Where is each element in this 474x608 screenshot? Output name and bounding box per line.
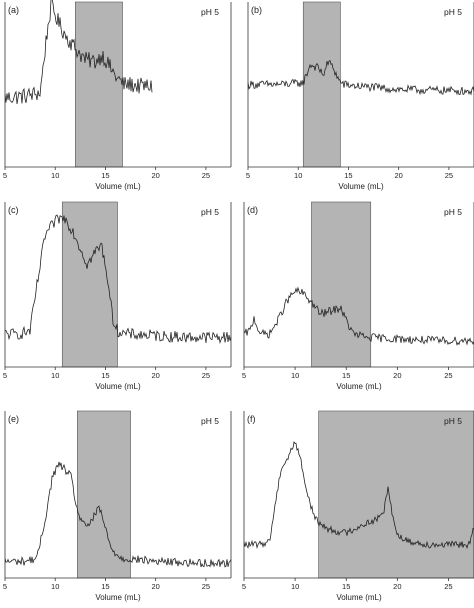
- x-tick-label: 25: [202, 171, 210, 180]
- panel-label: (b): [251, 5, 262, 15]
- ph-annotation: pH 5: [201, 207, 219, 217]
- x-tick-label: 15: [342, 582, 350, 591]
- x-tick-label: 25: [445, 171, 453, 180]
- x-tick-label: 5: [3, 171, 7, 180]
- x-axis-label: Volume (mL): [336, 382, 382, 391]
- panel-label: (e): [8, 414, 19, 424]
- chart-panel-3: 5 10 15 20 25 Volume (mL) (c) pH 5: [3, 201, 232, 391]
- shaded-region: [318, 410, 474, 579]
- x-tick-label: 20: [151, 171, 159, 180]
- panel-label: (a): [8, 5, 19, 15]
- chart-panel-6: 5 10 15 20 25 Volume (mL) (f) pH 5: [242, 410, 474, 602]
- x-tick-label: 20: [151, 582, 159, 591]
- panel-label: (f): [247, 414, 256, 424]
- x-axis-label: Volume (mL): [95, 593, 141, 602]
- x-tick-label: 20: [151, 371, 159, 380]
- x-tick-label: 25: [202, 582, 210, 591]
- series-line: [247, 59, 474, 96]
- x-tick-label: 10: [291, 371, 299, 380]
- shaded-region: [77, 410, 131, 579]
- x-tick-label: 5: [242, 582, 246, 591]
- x-tick-label: 10: [51, 171, 59, 180]
- shaded-region: [311, 201, 372, 368]
- ph-annotation: pH 5: [201, 7, 219, 17]
- series-line: [4, 0, 153, 105]
- x-axis-label: Volume (mL): [338, 182, 384, 191]
- x-tick-label: 25: [444, 582, 452, 591]
- x-tick-label: 5: [242, 371, 246, 380]
- x-tick-label: 10: [291, 582, 299, 591]
- chart-panel-2: 5 10 15 20 25 Volume (mL) (b) pH 5: [246, 1, 474, 191]
- x-tick-label: 20: [394, 171, 402, 180]
- x-tick-label: 10: [51, 582, 59, 591]
- x-axis-label: Volume (mL): [336, 593, 382, 602]
- x-tick-label: 15: [101, 171, 109, 180]
- series-line: [243, 441, 474, 550]
- x-tick-label: 15: [101, 371, 109, 380]
- x-axis-label: Volume (mL): [95, 382, 141, 391]
- x-tick-label: 5: [3, 371, 7, 380]
- x-tick-label: 25: [202, 371, 210, 380]
- x-tick-label: 5: [246, 171, 250, 180]
- shaded-region: [302, 1, 341, 168]
- x-tick-label: 20: [393, 582, 401, 591]
- panel-label: (c): [8, 205, 19, 215]
- chart-panel-5: 5 10 15 20 25 Volume (mL) (e) pH 5: [3, 410, 232, 602]
- shaded-region: [61, 201, 118, 368]
- x-tick-label: 10: [51, 371, 59, 380]
- series-line: [4, 214, 232, 345]
- x-tick-label: 15: [344, 171, 352, 180]
- x-tick-label: 5: [3, 582, 7, 591]
- x-tick-label: 10: [294, 171, 302, 180]
- x-tick-label: 25: [444, 371, 452, 380]
- x-tick-label: 15: [342, 371, 350, 380]
- ph-annotation: pH 5: [444, 416, 462, 426]
- ph-annotation: pH 5: [201, 416, 219, 426]
- shaded-region: [75, 1, 123, 168]
- series-line: [4, 461, 232, 568]
- ph-annotation: pH 5: [444, 207, 462, 217]
- chart-panel-1: 5 10 15 20 25 Volume (mL) (a) pH 5: [3, 0, 232, 191]
- series-line: [243, 286, 474, 346]
- x-tick-label: 20: [393, 371, 401, 380]
- panel-label: (d): [247, 205, 258, 215]
- ph-annotation: pH 5: [444, 7, 462, 17]
- x-tick-label: 15: [101, 582, 109, 591]
- chart-panel-4: 5 10 15 20 25 Volume (mL) (d) pH 5: [242, 201, 474, 391]
- x-axis-label: Volume (mL): [95, 182, 141, 191]
